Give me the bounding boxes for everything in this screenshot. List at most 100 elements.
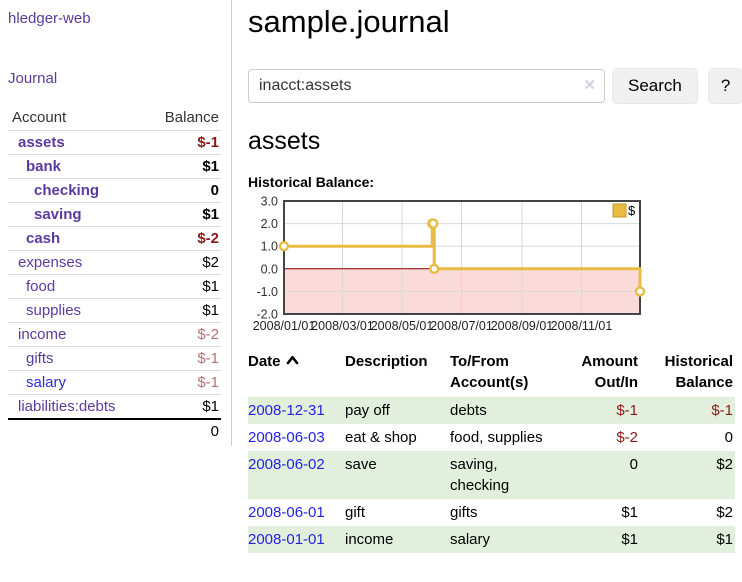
accounts-total-value: 0 — [210, 423, 219, 440]
sidebar: hledger-web Journal Account Balance asse… — [0, 0, 232, 446]
account-row: salary $-1 — [8, 370, 221, 395]
register-accounts: gifts — [450, 504, 478, 521]
register-accounts: saving, checking — [450, 456, 510, 494]
register-date-link[interactable]: 2008-06-01 — [248, 504, 325, 521]
register-date-link[interactable]: 2008-01-01 — [248, 531, 325, 548]
account-link[interactable]: salary — [26, 374, 67, 391]
account-balance: 0 — [210, 182, 219, 199]
register-amount: $1 — [621, 531, 638, 548]
account-row: supplies $1 — [8, 298, 221, 323]
register-date-link[interactable]: 2008-06-02 — [248, 456, 325, 473]
register-header-description[interactable]: Description — [345, 353, 428, 370]
account-balance: $1 — [202, 302, 219, 319]
register-table: Date Description To/From Account(s) Amou… — [248, 349, 735, 553]
account-heading: assets — [248, 127, 321, 155]
register-amount: 0 — [629, 456, 638, 473]
account-link[interactable]: bank — [26, 158, 62, 175]
sidebar-item-journal[interactable]: Journal — [8, 70, 58, 87]
account-link[interactable]: saving — [34, 206, 82, 223]
svg-text:2.0: 2.0 — [261, 217, 278, 231]
register-header-amount[interactable]: Amount Out/In — [581, 353, 638, 391]
account-balance: $1 — [202, 158, 219, 175]
account-link[interactable]: cash — [26, 230, 61, 247]
chart-title: Historical Balance: — [248, 174, 375, 190]
account-balance: $1 — [202, 278, 219, 295]
account-row: cash $-2 — [8, 226, 221, 251]
account-link[interactable]: checking — [34, 182, 100, 199]
register-row: 2008-01-01 income salary $1 $1 — [248, 526, 735, 553]
register-balance: 0 — [724, 429, 733, 446]
register-header-date-label: Date — [248, 353, 281, 370]
svg-text:$: $ — [628, 203, 636, 218]
register-balance: $1 — [716, 531, 733, 548]
account-balance: $2 — [202, 254, 219, 271]
register-amount: $-1 — [616, 402, 638, 419]
svg-text:2008/05/01: 2008/05/01 — [371, 319, 434, 333]
account-link[interactable]: gifts — [26, 350, 54, 367]
svg-text:2008/01/01: 2008/01/01 — [253, 319, 316, 333]
help-button[interactable]: ? — [707, 68, 742, 104]
register-header-balance[interactable]: Historical Balance — [664, 353, 733, 391]
register-row: 2008-06-01 gift gifts $1 $2 — [248, 499, 735, 526]
account-link[interactable]: income — [18, 326, 67, 343]
account-balance: $1 — [202, 206, 219, 223]
register-balance: $2 — [716, 504, 733, 521]
accounts-total-row: 0 — [8, 419, 221, 443]
svg-text:2008/09/01: 2008/09/01 — [491, 319, 554, 333]
account-link[interactable]: liabilities:debts — [18, 398, 116, 415]
account-balance: $-2 — [197, 230, 219, 247]
svg-text:-2.0: -2.0 — [256, 308, 278, 322]
account-link[interactable]: expenses — [18, 254, 83, 271]
register-amount: $-2 — [616, 429, 638, 446]
main-content: sample.journal ✕ Search ? assets Histori… — [232, 0, 742, 553]
register-date-link[interactable]: 2008-06-03 — [248, 429, 325, 446]
account-row: assets $-1 — [8, 130, 221, 155]
svg-text:0.0: 0.0 — [261, 262, 278, 276]
accounts-header-balance: Balance — [164, 109, 219, 126]
register-tbody: 2008-12-31 pay off debts $-1 $-1 2008-06… — [248, 397, 735, 553]
register-header-accounts[interactable]: To/From Account(s) — [450, 353, 529, 391]
accounts-tbody: assets $-1 bank $1 checking 0 saving $1 … — [8, 130, 221, 420]
register-description: income — [345, 531, 394, 548]
register-description: gift — [345, 504, 366, 521]
register-row: 2008-06-03 eat & shop food, supplies $-2… — [248, 424, 735, 451]
app-title-link[interactable]: hledger-web — [8, 10, 91, 27]
register-date-link[interactable]: 2008-12-31 — [248, 402, 325, 419]
register-header-date[interactable]: Date — [248, 349, 345, 397]
register-description: eat & shop — [345, 429, 417, 446]
sort-ascending-icon[interactable] — [286, 355, 299, 365]
account-row: food $1 — [8, 274, 221, 299]
svg-text:2008/11/01: 2008/11/01 — [551, 319, 613, 333]
account-row: checking 0 — [8, 178, 221, 203]
account-balance: $1 — [202, 398, 219, 415]
account-row: gifts $-1 — [8, 346, 221, 371]
svg-text:1.0: 1.0 — [261, 240, 278, 254]
register-row: 2008-06-02 save saving, checking 0 $2 — [248, 451, 735, 499]
account-link[interactable]: food — [26, 278, 56, 295]
search-button[interactable]: Search — [612, 68, 698, 104]
account-link[interactable]: assets — [18, 134, 65, 151]
chart-container: $3.0 2.0 1.0 0.0 -1.0 -2.0 2008/01/01 2008/03/0… — [248, 195, 742, 334]
register-row: 2008-12-31 pay off debts $-1 $-1 — [248, 397, 735, 424]
search-form: ✕ Search ? — [248, 68, 742, 104]
page: hledger-web Journal Account Balance asse… — [0, 0, 742, 553]
register-accounts: salary — [450, 531, 491, 548]
svg-text:3.0: 3.0 — [261, 195, 278, 209]
account-row: expenses $2 — [8, 250, 221, 275]
account-link[interactable]: supplies — [26, 302, 82, 319]
accounts-table: Account Balance assets $-1 bank $1 check… — [8, 106, 221, 443]
accounts-header-account: Account — [12, 109, 67, 126]
register-description: pay off — [345, 402, 390, 419]
svg-text:2008/07/01: 2008/07/01 — [430, 319, 493, 333]
register-balance: $2 — [716, 456, 733, 473]
clear-search-icon[interactable]: ✕ — [583, 77, 596, 94]
account-balance: $-1 — [197, 350, 219, 367]
page-title: sample.journal — [248, 4, 450, 39]
account-row: income $-2 — [8, 322, 221, 347]
register-balance: $-1 — [711, 402, 733, 419]
account-row: saving $1 — [8, 202, 221, 227]
svg-text:2008/03/01: 2008/03/01 — [311, 319, 374, 333]
search-input[interactable] — [248, 69, 605, 103]
register-description: save — [345, 456, 377, 473]
search-box: ✕ — [248, 69, 605, 103]
